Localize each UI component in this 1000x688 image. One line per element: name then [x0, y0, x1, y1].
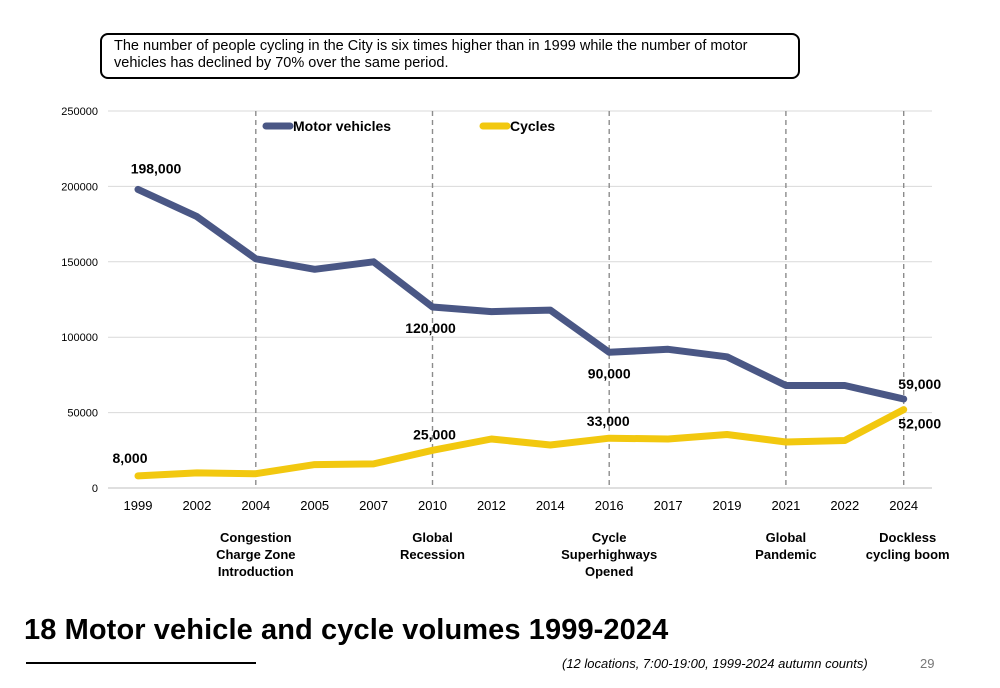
page-number: 29	[920, 656, 935, 671]
data-label: 52,000	[898, 416, 941, 432]
milestone-label: Cycle Superhighways Opened	[561, 530, 658, 579]
milestone-label: Global Recession	[399, 530, 466, 562]
x-tick-label: 2005	[300, 498, 329, 513]
x-tick-label: 2007	[359, 498, 388, 513]
x-tick-label: 2016	[595, 498, 624, 513]
x-tick-label: 2024	[889, 498, 918, 513]
x-tick-label: 2010	[418, 498, 447, 513]
y-tick-label: 100000	[61, 332, 98, 344]
x-tick-label: 2022	[830, 498, 859, 513]
x-tick-label: 2014	[536, 498, 565, 513]
y-tick-label: 250000	[61, 106, 98, 118]
x-tick-label: 2002	[182, 498, 211, 513]
y-tick-label: 50000	[67, 408, 98, 420]
milestone-label: Global Pandemic	[755, 530, 817, 562]
data-label: 8,000	[112, 450, 147, 466]
x-tick-label: 2004	[241, 498, 270, 513]
data-label: 90,000	[588, 365, 631, 381]
y-tick-label: 0	[92, 483, 98, 495]
y-tick-label: 150000	[61, 257, 98, 269]
data-label: 198,000	[131, 160, 182, 176]
x-tick-label: 2017	[654, 498, 683, 513]
legend-label: Cycles	[510, 118, 555, 134]
summary-callout: The number of people cycling in the City…	[100, 33, 800, 79]
footnote: (12 locations, 7:00-19:00, 1999-2024 aut…	[562, 656, 868, 671]
page-title: 18 Motor vehicle and cycle volumes 1999-…	[24, 614, 669, 646]
line-chart: 0 50000 100000 150000 200000 250000 1999 2002 20…	[61, 106, 941, 513]
milestone-label: Dockless cycling boom	[865, 530, 950, 562]
x-tick-label: 1999	[124, 498, 153, 513]
cycles-line	[134, 406, 908, 480]
data-label: 59,000	[898, 376, 941, 392]
title-underline	[26, 662, 256, 664]
x-tick-label: 2021	[771, 498, 800, 513]
legend-label: Motor vehicles	[293, 118, 391, 134]
data-label: 33,000	[587, 413, 630, 429]
motor-vehicles-line	[134, 185, 908, 403]
data-label: 120,000	[405, 320, 456, 336]
x-tick-label: 2012	[477, 498, 506, 513]
y-tick-label: 200000	[61, 181, 98, 193]
x-tick-label: 2019	[713, 498, 742, 513]
data-label: 25,000	[413, 426, 456, 442]
milestone-label: Congestion Charge Zone Introduction	[216, 530, 296, 579]
